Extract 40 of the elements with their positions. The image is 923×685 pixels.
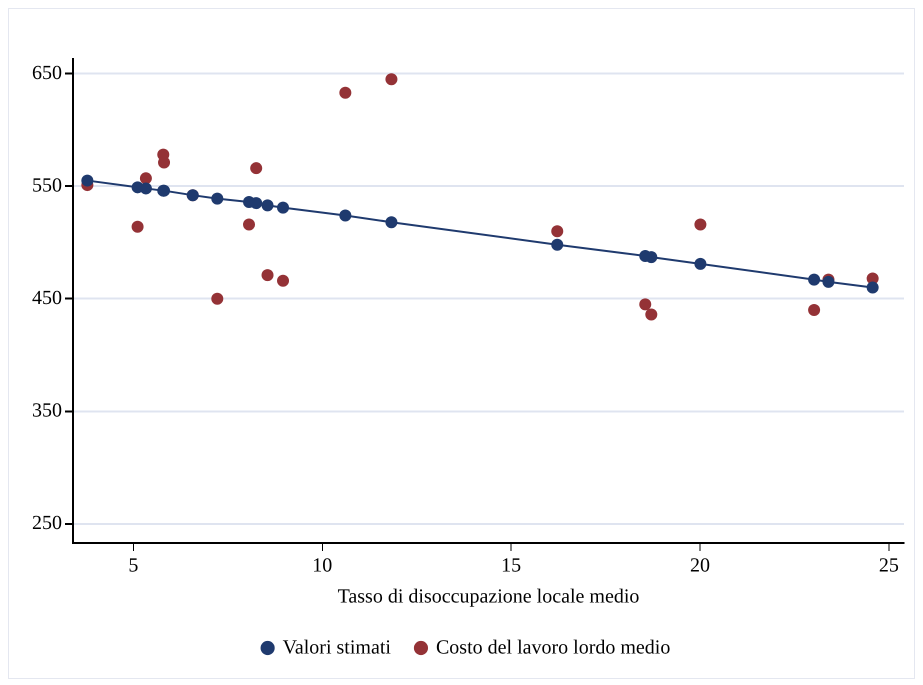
y-tick-label: 350	[32, 400, 62, 422]
y-tick-label: 550	[32, 174, 62, 196]
point	[132, 220, 144, 233]
point	[694, 218, 706, 230]
y-tick-label: 250	[32, 512, 62, 534]
point	[277, 274, 290, 287]
point	[140, 172, 152, 184]
point	[694, 258, 706, 270]
point	[211, 192, 224, 205]
point	[243, 218, 256, 230]
point	[158, 156, 170, 169]
point	[277, 202, 290, 214]
y-tick-label: 650	[32, 62, 62, 84]
x-tick-label: 20	[690, 554, 710, 576]
point	[866, 281, 879, 294]
x-tick-label: 10	[312, 554, 332, 576]
legend-label: Costo del lavoro lordo medio	[436, 636, 670, 658]
point	[262, 269, 274, 282]
point	[551, 238, 564, 251]
point	[808, 304, 820, 316]
point	[250, 197, 262, 210]
point	[339, 209, 352, 222]
point	[262, 199, 274, 212]
x-tick-label: 5	[128, 554, 138, 576]
x-tick-label: 25	[878, 554, 899, 576]
point	[385, 216, 398, 228]
x-tick-label: 15	[501, 554, 522, 576]
point	[645, 308, 658, 321]
point	[211, 292, 224, 305]
point	[385, 73, 398, 86]
x-axis-title: Tasso di disoccupazione locale medio	[338, 585, 640, 608]
y-tick-label: 450	[32, 287, 62, 309]
point	[808, 274, 820, 286]
point	[339, 86, 352, 99]
point	[250, 162, 262, 174]
point	[639, 298, 652, 310]
point	[140, 182, 152, 194]
legend-label: Valori stimati	[282, 636, 392, 658]
point	[81, 174, 94, 187]
point	[551, 225, 564, 238]
